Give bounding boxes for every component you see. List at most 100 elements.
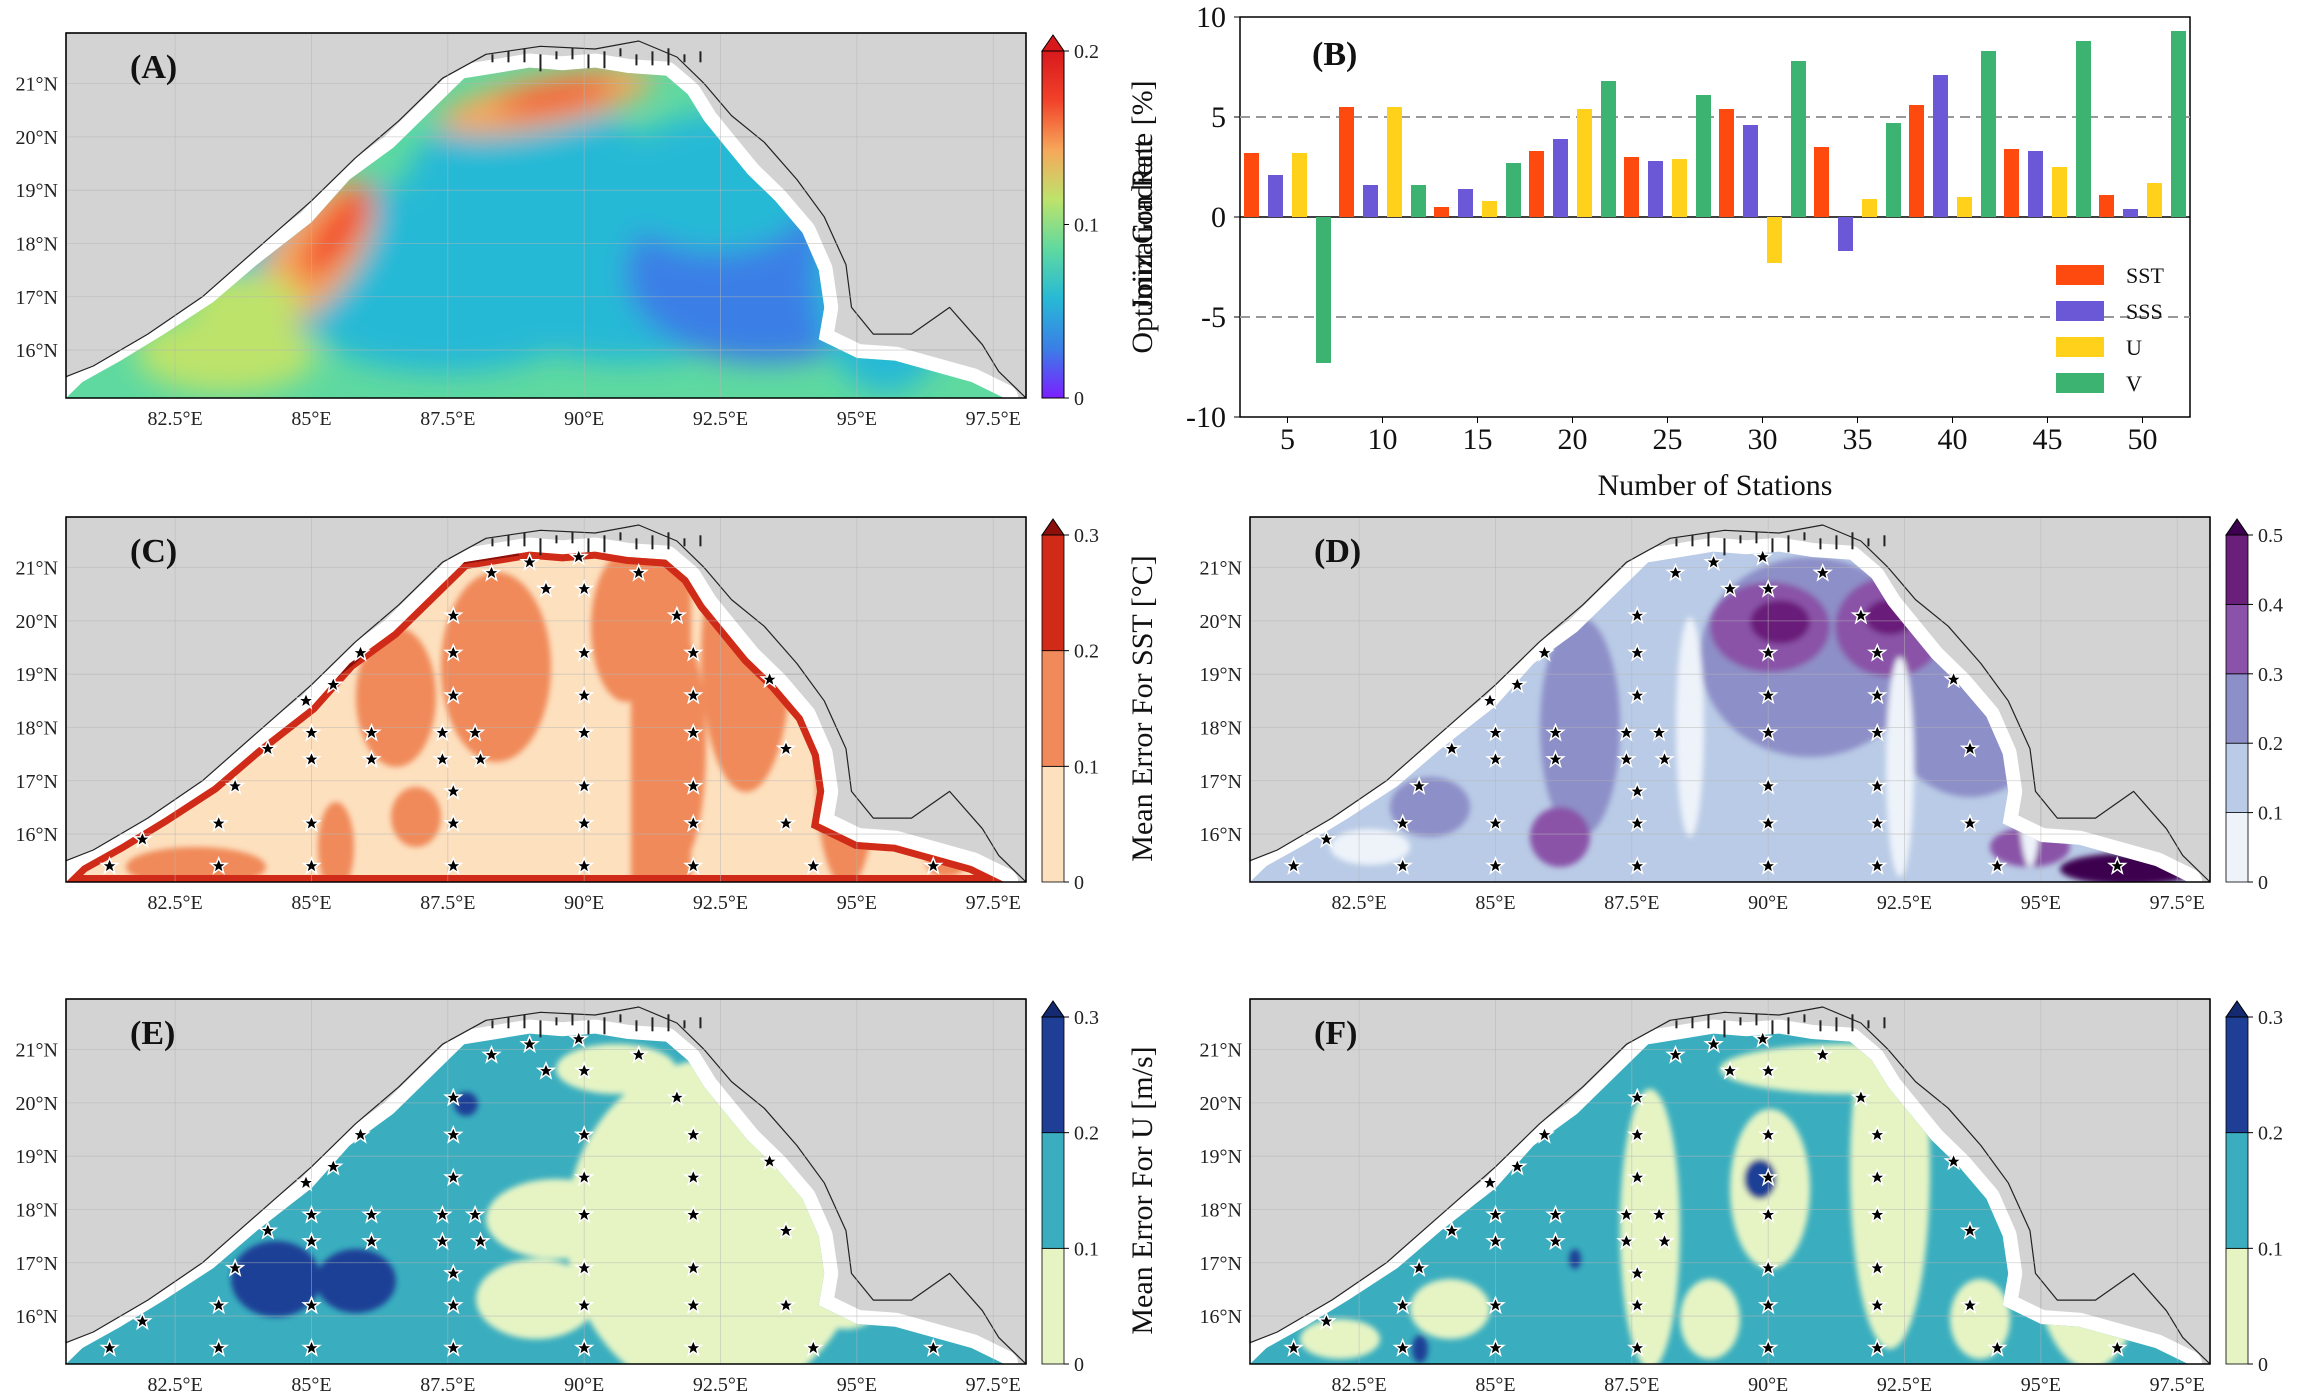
lat-tick-label: 17°N (16, 1253, 58, 1275)
colorbar-tick-label: 0 (2258, 1354, 2268, 1376)
lat-tick-label: 17°N (1200, 1253, 1242, 1275)
bar-u-40 (1957, 197, 1972, 217)
legend-item: SSS (2056, 299, 2163, 324)
lon-tick-label: 92.5°E (1877, 1374, 1932, 1396)
lon-tick-label: 87.5°E (1604, 1374, 1659, 1396)
bar-v-30 (1791, 61, 1806, 217)
bar-v-15 (1506, 163, 1521, 217)
colorbar-tick-label: 0.2 (2258, 1123, 2283, 1145)
map-panel-d: (D) 82.5°E 85°E 87.5°E 90°E 92.5°E 95°E 97.5°E 2… (1200, 516, 2283, 914)
map-frame (65, 516, 1027, 883)
bar-sss-25 (1648, 161, 1663, 217)
colorbar: 0.3 0.2 0.1 0 Mean Error For SST [°C] (1041, 518, 1159, 894)
colorbar-tick-label: 0.3 (1074, 525, 1099, 547)
lon-tick-label: 85°E (291, 1374, 331, 1396)
y-tick-label: 5 (1211, 101, 1226, 134)
colorbar-tick-label: 0.1 (1074, 756, 1099, 778)
map-panel-f: (F) 82.5°E 85°E 87.5°E 90°E 92.5°E 95°E 97.5°E 2… (1200, 998, 2283, 1396)
bar-v-5 (1316, 217, 1331, 363)
lat-tick-label: 21°N (1200, 1040, 1242, 1062)
lat-tick-label: 21°N (1200, 558, 1242, 580)
lat-tick-label: 16°N (16, 1306, 58, 1328)
lon-tick-label: 95°E (837, 408, 877, 430)
colorbar-segment (2225, 534, 2249, 605)
lon-tick-label: 82.5°E (1331, 1374, 1386, 1396)
bar-sst-5 (1244, 153, 1259, 217)
bar-u-5 (1292, 153, 1307, 217)
colorbar-tick-label: 0.3 (2258, 664, 2283, 686)
legend-item: SST (2056, 263, 2164, 288)
lon-tick-label: 97.5°E (2150, 1374, 2205, 1396)
colorbar-tick-label: 0 (1074, 872, 1084, 894)
lat-tick-label: 20°N (1200, 611, 1242, 633)
bar-sss-35 (1838, 217, 1853, 251)
bar-sst-10 (1339, 107, 1354, 217)
colorbar-tick-label: 0.1 (2258, 803, 2283, 825)
x-tick-label: 10 (1368, 423, 1398, 456)
bar-sss-40 (1933, 75, 1948, 217)
bar-v-40 (1981, 51, 1996, 217)
colorbar-segment (2225, 812, 2249, 883)
lon-tick-label: 87.5°E (420, 1374, 475, 1396)
colorbar-tick-label: 0.1 (1074, 1238, 1099, 1260)
bar-v-10 (1411, 185, 1426, 217)
lat-tick-label: 16°N (16, 824, 58, 846)
lon-tick-label: 92.5°E (693, 892, 748, 914)
lat-tick-label: 18°N (1200, 1199, 1242, 1221)
coastline (65, 32, 1027, 399)
bar-sst-20 (1529, 151, 1544, 217)
bar-sst-30 (1719, 109, 1734, 217)
lon-tick-label: 82.5°E (1331, 892, 1386, 914)
lat-tick-label: 21°N (16, 74, 58, 96)
delta-coastline (491, 48, 702, 72)
colorbar-segment (2225, 742, 2249, 813)
x-axis-label: Number of Stations (1598, 469, 1833, 502)
lat-tick-label: 19°N (16, 664, 58, 686)
map-panel-a: (A) 82.5°E 85°E 87.5°E 90°E 92.5°E 95°E 97.5°E 2… (16, 32, 1159, 430)
lat-tick-label: 17°N (16, 287, 58, 309)
lon-tick-label: 82.5°E (147, 1374, 202, 1396)
bar-v-50 (2171, 31, 2186, 217)
lon-tick-label: 95°E (837, 1374, 877, 1396)
x-tick-label: 20 (1558, 423, 1588, 456)
lon-tick-label: 90°E (564, 408, 604, 430)
legend-label: SSS (2126, 299, 2163, 324)
colorbar-label: Mean Error For U [m/s] (1126, 1046, 1159, 1334)
lat-tick-label: 17°N (1200, 771, 1242, 793)
lon-tick-label: 90°E (564, 892, 604, 914)
x-tick-label: 25 (1653, 423, 1683, 456)
colorbar-tick-label: 0.1 (2258, 1238, 2283, 1260)
colorbar-tick-label: 0.3 (2258, 1007, 2283, 1029)
legend-item: U (2056, 335, 2142, 360)
legend-swatch (2056, 337, 2104, 357)
colorbar-tick-label: 0.1 (1074, 215, 1099, 237)
lat-tick-label: 20°N (16, 611, 58, 633)
legend-swatch (2056, 265, 2104, 285)
x-tick-label: 30 (1748, 423, 1778, 456)
y-tick-label: 10 (1196, 1, 1226, 34)
coastline (65, 516, 1027, 883)
bar-u-35 (1862, 199, 1877, 217)
lon-tick-label: 85°E (291, 892, 331, 914)
y-tick-label: -10 (1186, 401, 1226, 434)
delta-coastline (1675, 532, 1886, 556)
colorbar-tick-label: 0 (1074, 388, 1084, 410)
lon-tick-label: 95°E (2021, 1374, 2061, 1396)
lon-tick-label: 92.5°E (693, 408, 748, 430)
delta-coastline (491, 532, 702, 556)
lon-tick-label: 90°E (1748, 1374, 1788, 1396)
colorbar-segment (1041, 765, 1065, 883)
colorbar-segment (1041, 534, 1065, 652)
bar-sss-5 (1268, 175, 1283, 217)
lon-tick-label: 95°E (2021, 892, 2061, 914)
map-frame (1249, 516, 2211, 883)
lat-tick-label: 19°N (16, 180, 58, 202)
colorbar-tick-label: 0.2 (1074, 641, 1099, 663)
panel-label: (D) (1314, 533, 1361, 570)
lat-tick-label: 21°N (16, 558, 58, 580)
bar-sst-40 (1909, 105, 1924, 217)
delta-coastline (491, 1014, 702, 1038)
